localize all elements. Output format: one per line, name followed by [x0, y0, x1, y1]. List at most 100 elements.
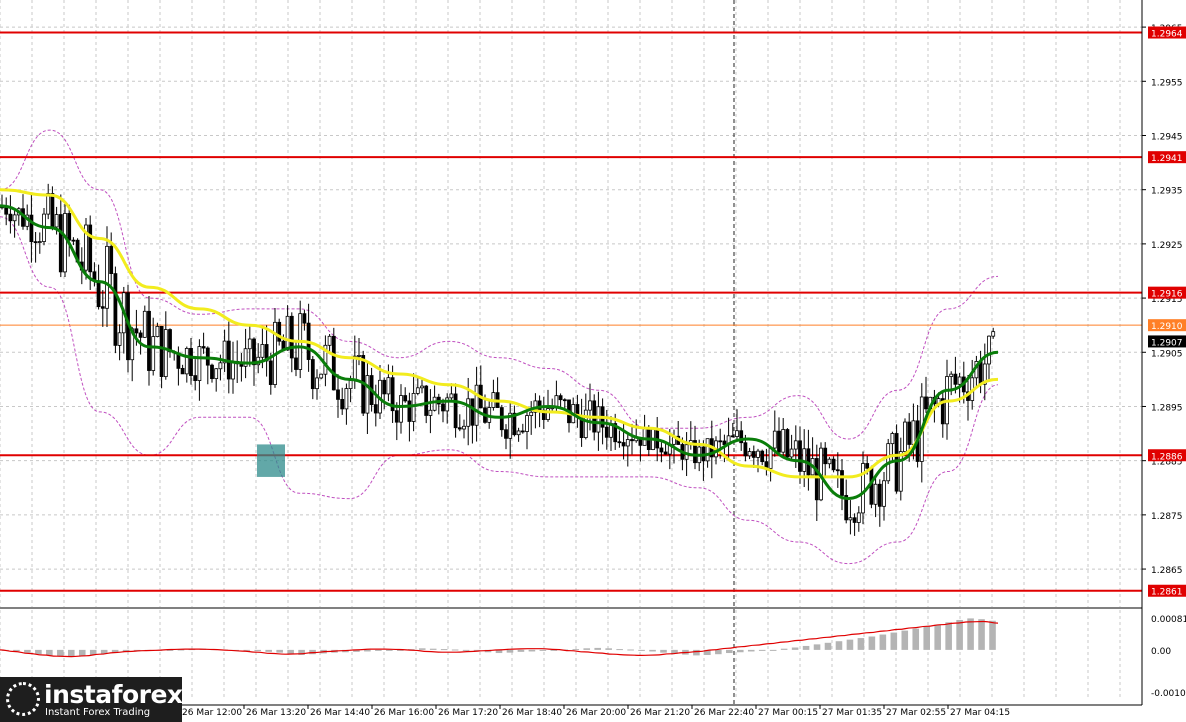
- price-tick-label: 1.2895: [1151, 403, 1183, 413]
- candle: [201, 332, 206, 354]
- candle: [495, 377, 500, 408]
- histogram-bar: [24, 649, 31, 653]
- candle: [781, 417, 786, 458]
- candle-body: [663, 451, 668, 455]
- level-tag: 1.2916: [1151, 290, 1183, 300]
- histogram-bar: [901, 630, 909, 650]
- histogram-bar: [364, 649, 371, 652]
- histogram-bar: [451, 649, 459, 651]
- candle: [453, 383, 458, 438]
- candle: [512, 405, 517, 437]
- candle-body: [390, 377, 395, 412]
- price-tick-label: 1.2865: [1151, 566, 1183, 576]
- candle-body: [718, 440, 723, 443]
- candle-body: [88, 224, 93, 273]
- candle-body: [96, 280, 101, 308]
- candle-body: [327, 335, 332, 346]
- candle-body: [319, 373, 324, 379]
- candle: [562, 398, 567, 409]
- candle-body: [768, 447, 773, 469]
- candle-body: [386, 377, 391, 395]
- candle-body: [541, 409, 546, 420]
- candle-body: [46, 193, 51, 215]
- candle-body: [193, 375, 198, 381]
- candle: [100, 290, 105, 327]
- candle-body: [331, 335, 336, 391]
- candles: [0, 183, 996, 536]
- candle-body: [411, 393, 416, 422]
- candle: [247, 325, 252, 367]
- candle-body: [743, 442, 748, 457]
- candle-body: [231, 360, 235, 380]
- candle: [436, 393, 441, 415]
- candle: [96, 264, 101, 310]
- candle: [159, 325, 164, 389]
- candle: [491, 379, 496, 411]
- candle-body: [751, 451, 756, 458]
- candle: [8, 195, 13, 234]
- histogram-bar: [57, 649, 64, 657]
- candle: [323, 335, 328, 387]
- candle: [970, 359, 975, 410]
- histogram-bar: [671, 649, 678, 654]
- candle-body: [348, 380, 353, 389]
- candle: [516, 427, 521, 442]
- time-axis-labels: 26 Mar 12:00 26 Mar 13:20 26 Mar 14:40 26 M…: [179, 705, 1010, 718]
- histogram-bar: [462, 649, 470, 651]
- level-tag-bg: [1148, 449, 1186, 462]
- candle: [407, 392, 412, 442]
- histogram-bar: [726, 649, 733, 654]
- level-tag-bg: [1148, 286, 1186, 299]
- candle: [478, 365, 483, 409]
- candle: [331, 327, 336, 391]
- candle-body: [428, 409, 433, 416]
- candle: [415, 378, 420, 396]
- candle: [504, 424, 508, 450]
- candle: [399, 384, 403, 434]
- candle-body: [659, 447, 664, 453]
- candle-body: [831, 458, 836, 471]
- histogram-bar: [868, 636, 876, 650]
- highlight-box: [257, 444, 285, 477]
- candle-body: [949, 373, 954, 377]
- candle: [747, 447, 752, 460]
- candle-body: [613, 423, 618, 443]
- candle: [310, 356, 315, 400]
- candle-body: [407, 400, 412, 422]
- candle: [852, 513, 857, 536]
- candle-body: [793, 440, 798, 450]
- candle-body: [991, 331, 996, 337]
- candle-body: [512, 412, 517, 436]
- candle: [659, 442, 664, 463]
- candle-body: [827, 458, 832, 465]
- candle: [92, 262, 97, 287]
- price-tick-label: 1.2945: [1151, 132, 1183, 142]
- candle: [735, 409, 739, 440]
- bollinger-upper-line: [0, 129, 999, 440]
- candle-body: [247, 338, 252, 350]
- candle: [777, 417, 781, 456]
- candle: [239, 352, 244, 382]
- current-price-tag: 1.2907: [1151, 338, 1183, 348]
- candle-body: [781, 429, 786, 453]
- candle-body: [50, 193, 55, 228]
- candle: [302, 309, 307, 331]
- candle: [63, 203, 67, 277]
- histogram-bar: [594, 647, 601, 650]
- candle-body: [168, 329, 172, 353]
- candle: [499, 404, 504, 437]
- candle: [487, 399, 492, 429]
- histogram-bar: [802, 645, 810, 650]
- candle-body: [403, 395, 408, 402]
- candle: [609, 416, 613, 451]
- candle: [264, 325, 269, 377]
- candle-body: [71, 239, 76, 242]
- candle-body: [357, 355, 361, 357]
- candle: [71, 237, 76, 246]
- candle: [903, 418, 907, 456]
- macd-tick-label: 0.00: [1151, 647, 1171, 657]
- candle-body: [453, 393, 458, 429]
- candle: [121, 286, 126, 354]
- candle-body: [470, 398, 475, 426]
